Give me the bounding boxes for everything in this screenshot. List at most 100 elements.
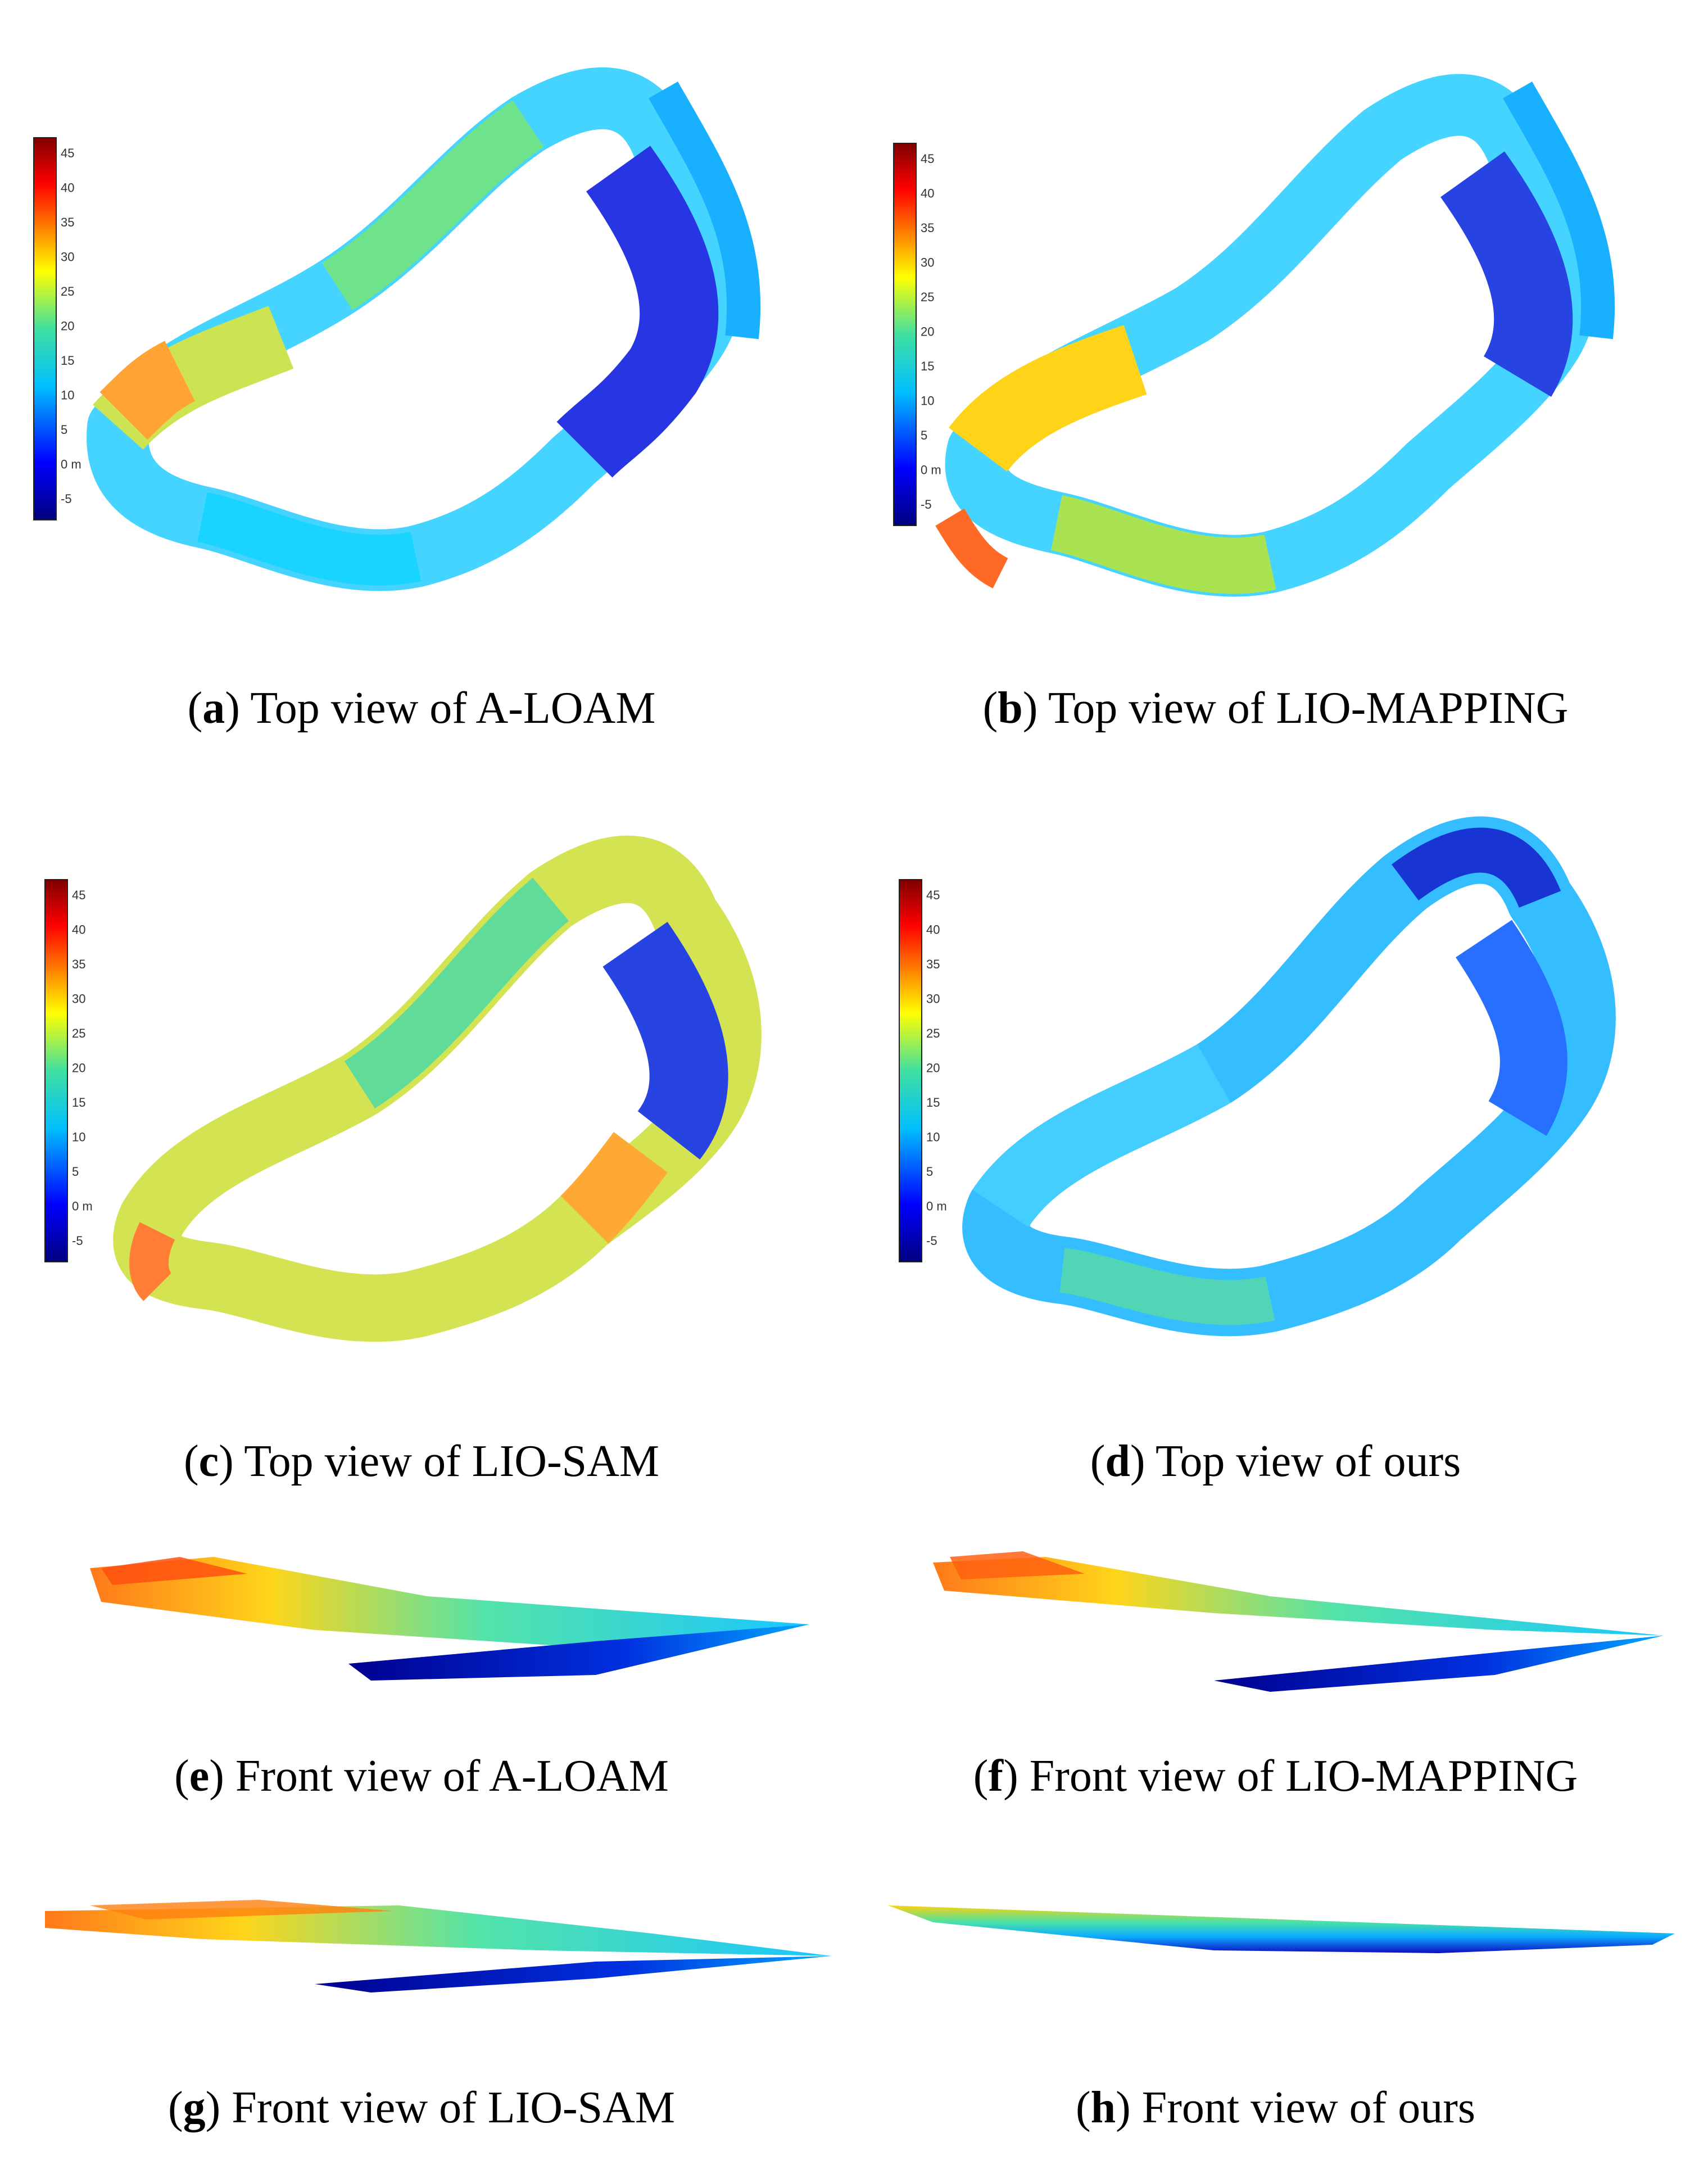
colorbar-tick-label: 0 m	[61, 458, 81, 472]
caption-text: Top view of LIO-SAM	[233, 1437, 660, 1486]
caption-text: Top view of LIO-MAPPING	[1038, 683, 1569, 733]
point-cloud-front	[933, 1551, 1664, 1692]
caption-text: Top view of A-LOAM	[239, 683, 656, 733]
point-cloud-map: 45 40 35 30 25 20 15 10 5 0 m -5	[44, 835, 762, 1342]
top-view-lio-sam-map: 45 40 35 30 25 20 15 10 5 0 m -5	[22, 781, 821, 1422]
colorbar-tick-label: 25	[61, 284, 74, 298]
colorbar-tick-label: 30	[72, 992, 85, 1006]
colorbar-gradient	[33, 137, 57, 520]
caption-a: (a) Top view of A-LOAM	[187, 683, 656, 733]
colorbar-tick-label: 15	[61, 354, 74, 368]
caption-g: (g) Front view of LIO-SAM	[167, 2083, 676, 2132]
point-cloud-map: 45 40 35 30 25 20 15 10 5 0 m -5	[899, 816, 1616, 1337]
colorbar-tick-label: 10	[921, 394, 934, 408]
caption-letter: f	[988, 1751, 1004, 1801]
colorbar-tick-label: 35	[72, 957, 85, 971]
point-cloud-shape	[113, 835, 762, 1342]
top-view-a-loam-map: 45 40 35 30 25 20 15 10 5 0 m -5	[22, 22, 821, 663]
colorbar-tick-label: 5	[61, 423, 67, 437]
front-view-a-loam-map	[34, 1534, 843, 1703]
colorbar-tick-label: 20	[926, 1061, 940, 1075]
caption-letter: e	[189, 1751, 210, 1801]
colorbar	[44, 879, 68, 1262]
colorbar-ticks: 45 40 35 30 25 20 15 10 5 0 m -5	[72, 888, 93, 1248]
top-view-lio-mapping-map: 45 40 35 30 25 20 15 10 5 0 m -5	[866, 22, 1686, 663]
colorbar-tick-label: 40	[72, 923, 85, 937]
top-view-ours-map: 45 40 35 30 25 20 15 10 5 0 m -5	[866, 770, 1686, 1422]
colorbar-tick-label: 40	[921, 187, 934, 201]
colorbar-tick-label: 5	[926, 1165, 933, 1179]
point-cloud-map: 45 40 35 30 25 20 15 10 5 0 m -5	[33, 67, 761, 591]
colorbar-gradient	[44, 879, 68, 1262]
colorbar-tick-label: 25	[72, 1026, 85, 1040]
point-cloud-front	[45, 1900, 832, 1993]
colorbar	[899, 879, 922, 1262]
colorbar-tick-label: 35	[926, 957, 940, 971]
point-cloud-front	[90, 1557, 809, 1681]
colorbar-tick-label: 30	[61, 250, 74, 264]
point-cloud-front	[888, 1905, 1675, 1953]
point-cloud-shape	[935, 74, 1615, 597]
caption-letter: g	[183, 2083, 206, 2132]
colorbar-tick-label: 30	[921, 256, 934, 270]
colorbar-tick-label: 10	[72, 1130, 85, 1144]
colorbar-tick-label: -5	[921, 497, 932, 511]
colorbar-gradient	[899, 879, 922, 1262]
colorbar-tick-label: 45	[72, 888, 85, 902]
front-view-ours-map	[877, 1889, 1686, 2001]
colorbar-gradient	[893, 143, 917, 526]
colorbar-tick-label: 35	[61, 215, 74, 229]
colorbar-tick-label: 10	[61, 388, 74, 402]
colorbar-tick-label: 45	[61, 146, 74, 160]
colorbar-tick-label: 30	[926, 992, 940, 1006]
caption-c: (c) Top view of LIO-SAM	[183, 1437, 660, 1486]
caption-text: Front view of LIO-MAPPING	[1018, 1751, 1578, 1801]
caption-letter: d	[1105, 1437, 1130, 1486]
colorbar-tick-label: 35	[921, 221, 934, 235]
caption-b: (b) Top view of LIO-MAPPING	[982, 683, 1569, 733]
point-cloud-shape	[962, 816, 1616, 1337]
caption-text: Front view of ours	[1130, 2083, 1476, 2132]
colorbar-tick-label: 40	[926, 923, 940, 937]
colorbar-tick-label: 5	[921, 428, 927, 442]
colorbar-ticks: 45 40 35 30 25 20 15 10 5 0 m -5	[926, 888, 947, 1248]
colorbar-tick-label: 0 m	[926, 1199, 947, 1213]
caption-d: (d) Top view of ours	[1090, 1437, 1461, 1486]
caption-letter: c	[198, 1437, 219, 1486]
front-view-lio-sam-map	[34, 1889, 843, 2001]
colorbar-tick-label: 5	[72, 1165, 79, 1179]
caption-letter: a	[202, 683, 225, 733]
colorbar-tick-label: 15	[921, 359, 934, 373]
colorbar-tick-label: 20	[61, 319, 74, 333]
colorbar-ticks: 45 40 35 30 25 20 15 10 5 0 m -5	[921, 152, 941, 511]
colorbar-tick-label: -5	[926, 1234, 937, 1248]
colorbar-ticks: 45 40 35 30 25 20 15 10 5 0 m -5	[61, 146, 81, 506]
colorbar	[893, 143, 917, 526]
colorbar-tick-label: 45	[926, 888, 940, 902]
colorbar-tick-label: 25	[926, 1026, 940, 1040]
colorbar-tick-label: 0 m	[921, 463, 941, 477]
colorbar-tick-label: 45	[921, 152, 934, 166]
colorbar-tick-label: 15	[72, 1095, 85, 1110]
caption-text: Top view of ours	[1145, 1437, 1461, 1486]
colorbar-tick-label: 15	[926, 1095, 940, 1110]
front-view-lio-mapping-map	[877, 1540, 1686, 1709]
caption-text: Front view of LIO-SAM	[220, 2083, 676, 2132]
caption-e: (e) Front view of A-LOAM	[174, 1751, 669, 1801]
colorbar-tick-label: -5	[72, 1234, 83, 1248]
caption-letter: h	[1090, 2083, 1116, 2132]
point-cloud-shape	[87, 67, 761, 591]
point-cloud-map: 45 40 35 30 25 20 15 10 5 0 m -5	[893, 74, 1615, 597]
colorbar-tick-label: 20	[921, 325, 934, 339]
caption-text: Front view of A-LOAM	[224, 1751, 669, 1801]
caption-f: (f) Front view of LIO-MAPPING	[973, 1751, 1578, 1801]
colorbar-tick-label: -5	[61, 492, 72, 506]
caption-letter: b	[998, 683, 1023, 733]
colorbar-tick-label: 25	[921, 290, 934, 304]
colorbar	[33, 137, 57, 520]
colorbar-tick-label: 40	[61, 181, 74, 195]
colorbar-tick-label: 0 m	[72, 1199, 93, 1213]
caption-h: (h) Front view of ours	[1075, 2083, 1476, 2132]
colorbar-tick-label: 10	[926, 1130, 940, 1144]
colorbar-tick-label: 20	[72, 1061, 85, 1075]
